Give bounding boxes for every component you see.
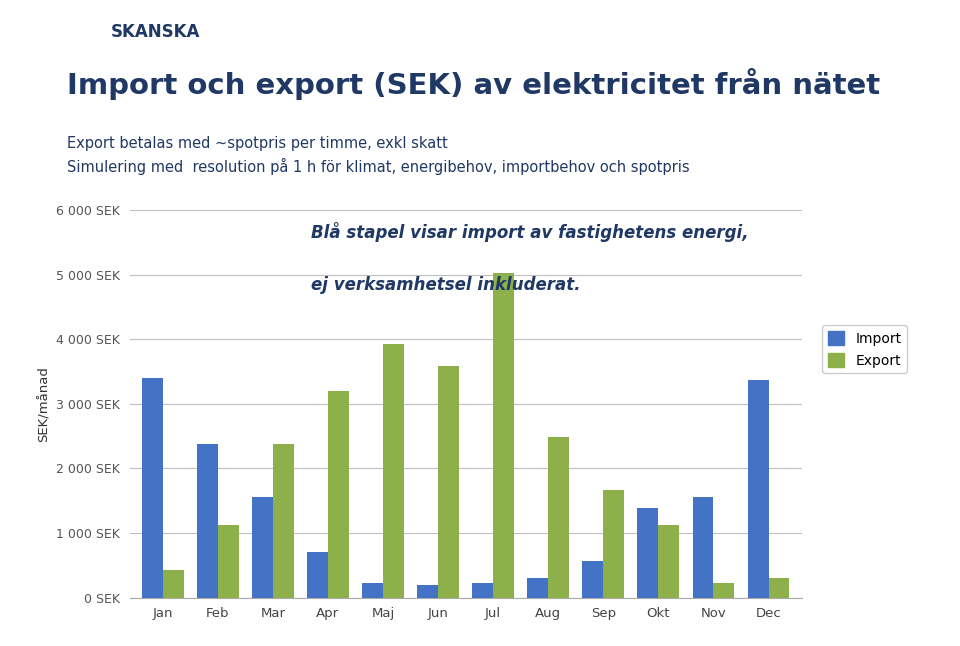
- Bar: [273, 444, 294, 598]
- Bar: [252, 497, 273, 598]
- Text: Simulering med  resolution på 1 h för klimat, energibehov, importbehov och spotp: Simulering med resolution på 1 h för kli…: [67, 158, 690, 175]
- Bar: [603, 490, 624, 598]
- Bar: [218, 525, 239, 598]
- Bar: [769, 579, 789, 598]
- Text: SKANSKA: SKANSKA: [110, 23, 200, 41]
- Bar: [713, 583, 734, 598]
- Bar: [472, 583, 493, 598]
- Bar: [383, 344, 404, 598]
- Bar: [692, 497, 713, 598]
- Bar: [362, 583, 383, 598]
- Text: ej verksamhetsel inkluderat.: ej verksamhetsel inkluderat.: [311, 276, 581, 294]
- Bar: [197, 444, 218, 598]
- Bar: [162, 570, 183, 598]
- Bar: [328, 391, 348, 598]
- Bar: [659, 525, 680, 598]
- Bar: [583, 561, 603, 598]
- Bar: [748, 380, 769, 598]
- Bar: [548, 437, 569, 598]
- Bar: [307, 552, 328, 598]
- Bar: [637, 508, 659, 598]
- Legend: Import, Export: Import, Export: [822, 326, 907, 373]
- Text: Import och export (SEK) av elektricitet från nätet: Import och export (SEK) av elektricitet …: [67, 68, 880, 100]
- Bar: [438, 366, 459, 598]
- Text: Blå stapel visar import av fastighetens energi,: Blå stapel visar import av fastighetens …: [311, 222, 749, 242]
- Bar: [142, 378, 162, 598]
- Bar: [418, 585, 438, 598]
- Bar: [493, 273, 514, 598]
- Text: Export betalas med ~spotpris per timme, exkl skatt: Export betalas med ~spotpris per timme, …: [67, 136, 448, 151]
- Bar: [527, 578, 548, 598]
- Y-axis label: SEK/månad: SEK/månad: [37, 366, 50, 442]
